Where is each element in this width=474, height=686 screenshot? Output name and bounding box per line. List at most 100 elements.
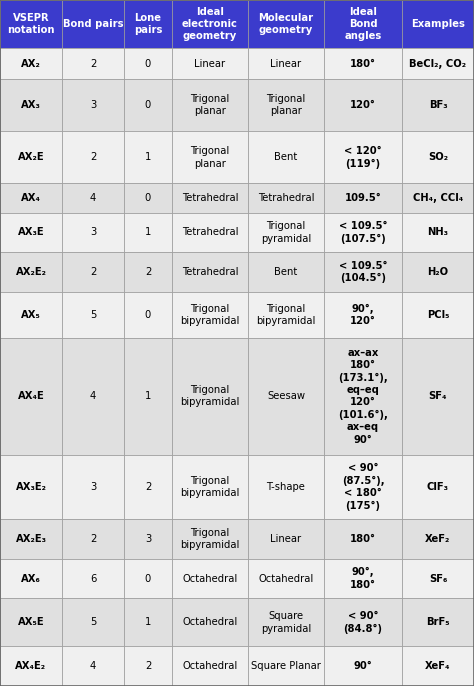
Text: 0: 0 <box>145 100 151 110</box>
Bar <box>0 0 62 48</box>
Text: 2: 2 <box>90 267 96 277</box>
Text: 5: 5 <box>90 617 96 628</box>
Text: Octahedral: Octahedral <box>182 661 237 671</box>
Text: Bent: Bent <box>274 152 298 163</box>
Text: Trigonal
bipyramidal: Trigonal bipyramidal <box>180 475 240 498</box>
Bar <box>172 131 248 183</box>
Bar <box>62 455 124 519</box>
Bar <box>248 252 324 292</box>
Text: AX₅: AX₅ <box>21 310 41 320</box>
Text: 1: 1 <box>145 617 151 628</box>
Bar <box>172 183 248 213</box>
Text: 5: 5 <box>90 310 96 320</box>
Text: Linear: Linear <box>271 534 301 544</box>
Text: Linear: Linear <box>194 58 226 69</box>
Text: Square Planar: Square Planar <box>251 661 321 671</box>
Bar <box>62 213 124 252</box>
Text: Ideal
electronic
geometry: Ideal electronic geometry <box>182 7 238 41</box>
Text: AX₄: AX₄ <box>21 193 41 203</box>
Text: AX₂E: AX₂E <box>18 152 44 163</box>
Text: AX₄E: AX₄E <box>18 391 45 401</box>
Text: Molecular
geometry: Molecular geometry <box>258 13 314 35</box>
Bar <box>172 598 248 646</box>
Text: AX₂E₂: AX₂E₂ <box>16 267 46 277</box>
Bar <box>172 559 248 598</box>
Bar <box>324 80 402 131</box>
Bar <box>172 0 248 48</box>
Bar <box>172 292 248 338</box>
Bar <box>0 80 62 131</box>
Bar <box>124 183 172 213</box>
Text: AX₅E: AX₅E <box>18 617 44 628</box>
Bar <box>0 559 62 598</box>
Text: Bond pairs: Bond pairs <box>63 19 123 29</box>
Text: 0: 0 <box>145 193 151 203</box>
Text: 2: 2 <box>145 267 151 277</box>
Text: H₂O: H₂O <box>428 267 448 277</box>
Bar <box>124 646 172 686</box>
Bar <box>124 338 172 455</box>
Text: Square
pyramidal: Square pyramidal <box>261 611 311 634</box>
Text: 0: 0 <box>145 58 151 69</box>
Bar <box>248 0 324 48</box>
Text: VSEPR
notation: VSEPR notation <box>7 13 55 35</box>
Bar <box>324 48 402 80</box>
Text: 3: 3 <box>90 482 96 492</box>
Bar <box>248 455 324 519</box>
Text: AX₂E₃: AX₂E₃ <box>16 534 46 544</box>
Bar <box>62 0 124 48</box>
Text: SO₂: SO₂ <box>428 152 448 163</box>
Bar <box>0 455 62 519</box>
Text: 0: 0 <box>145 310 151 320</box>
Bar <box>62 131 124 183</box>
Bar <box>324 519 402 559</box>
Text: 4: 4 <box>90 193 96 203</box>
Bar <box>324 213 402 252</box>
Text: < 109.5°
(107.5°): < 109.5° (107.5°) <box>339 222 387 244</box>
Text: Trigonal
planar: Trigonal planar <box>266 94 306 117</box>
Text: Trigonal
pyramidal: Trigonal pyramidal <box>261 222 311 244</box>
Bar <box>402 131 474 183</box>
Bar <box>402 48 474 80</box>
Text: Bent: Bent <box>274 267 298 277</box>
Text: 109.5°: 109.5° <box>345 193 382 203</box>
Text: CH₄, CCl₄: CH₄, CCl₄ <box>413 193 463 203</box>
Bar <box>402 598 474 646</box>
Text: Lone
pairs: Lone pairs <box>134 13 162 35</box>
Text: Trigonal
planar: Trigonal planar <box>191 94 229 117</box>
Bar <box>324 646 402 686</box>
Bar <box>248 48 324 80</box>
Text: BF₃: BF₃ <box>428 100 447 110</box>
Text: Linear: Linear <box>271 58 301 69</box>
Bar <box>324 252 402 292</box>
Text: AX₆: AX₆ <box>21 573 41 584</box>
Bar <box>248 519 324 559</box>
Bar <box>124 292 172 338</box>
Bar <box>324 598 402 646</box>
Bar <box>124 598 172 646</box>
Text: 180°: 180° <box>350 58 376 69</box>
Bar <box>248 131 324 183</box>
Text: NH₃: NH₃ <box>428 228 448 237</box>
Bar <box>324 0 402 48</box>
Bar <box>324 131 402 183</box>
Text: 120°: 120° <box>350 100 376 110</box>
Text: Octahedral: Octahedral <box>182 617 237 628</box>
Text: Trigonal
bipyramidal: Trigonal bipyramidal <box>180 304 240 326</box>
Text: PCl₅: PCl₅ <box>427 310 449 320</box>
Text: Tetrahedral: Tetrahedral <box>182 228 238 237</box>
Bar <box>62 519 124 559</box>
Text: XeF₄: XeF₄ <box>425 661 451 671</box>
Bar <box>124 48 172 80</box>
Text: Octahedral: Octahedral <box>182 573 237 584</box>
Bar <box>402 80 474 131</box>
Bar <box>0 338 62 455</box>
Text: Trigonal
bipyramidal: Trigonal bipyramidal <box>180 385 240 407</box>
Bar <box>248 80 324 131</box>
Bar <box>62 183 124 213</box>
Bar <box>402 519 474 559</box>
Text: Octahedral: Octahedral <box>258 573 314 584</box>
Text: Examples: Examples <box>411 19 465 29</box>
Text: AX₃E₂: AX₃E₂ <box>16 482 46 492</box>
Text: Trigonal
bipyramidal: Trigonal bipyramidal <box>256 304 316 326</box>
